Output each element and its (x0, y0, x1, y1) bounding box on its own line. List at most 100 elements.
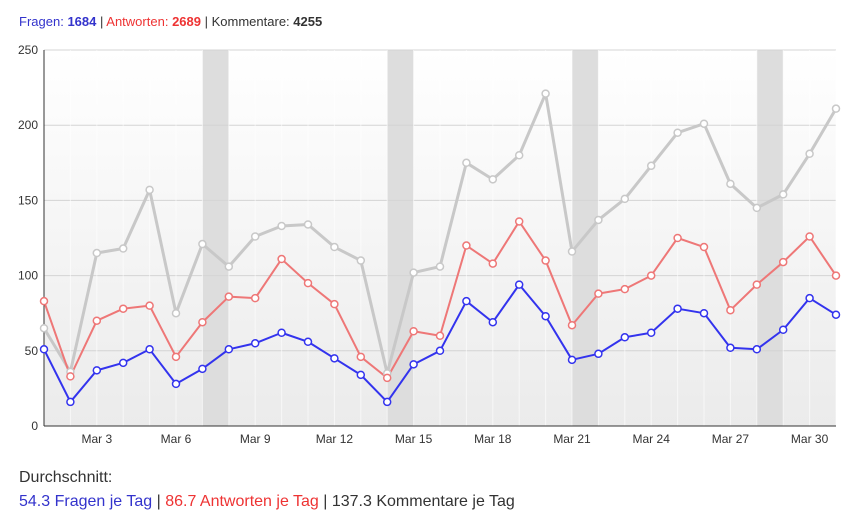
comments-data-point (673, 128, 682, 137)
questions-data-point (462, 296, 471, 306)
questions-data-point (356, 370, 366, 380)
answers-data-point (435, 331, 445, 341)
y-tick-label: 200 (18, 118, 38, 132)
questions-data-point (752, 345, 762, 354)
answers-data-point (646, 271, 656, 280)
answers-data-point (541, 256, 550, 265)
questions-data-point (805, 293, 814, 303)
questions-data-point (778, 325, 788, 334)
questions-data-point (620, 333, 630, 342)
questions-data-point (277, 328, 286, 338)
weekend-band (387, 50, 414, 426)
questions-data-point (409, 360, 418, 369)
comments-average: 137.3 Kommentare je Tag (331, 493, 515, 510)
answers-data-point (567, 320, 577, 330)
answers-data-point (462, 241, 471, 250)
comments-total-value: 4255 (293, 14, 323, 29)
questions-data-point (435, 346, 445, 356)
comments-data-point (646, 161, 656, 171)
y-tick-label: 0 (31, 419, 38, 433)
separator: | (323, 493, 328, 510)
questions-data-point (567, 355, 577, 365)
questions-data-point (514, 280, 524, 289)
comments-data-point (594, 215, 603, 225)
questions-data-point (145, 345, 154, 354)
x-tick-label: Mar 18 (474, 432, 512, 446)
questions-data-point (699, 308, 709, 318)
comments-data-point (726, 179, 735, 189)
x-tick-label: Mar 9 (240, 432, 271, 446)
questions-data-point (39, 345, 49, 354)
questions-data-point (594, 349, 603, 359)
activity-line-chart: 0 50 100 150 200 250 Mar 3 Mar 6 Mar 9 Mar 12 Mar … (18, 43, 841, 446)
comments-total-label: Kommentare: (211, 14, 290, 29)
comments-data-point (541, 89, 550, 98)
questions-data-point (250, 339, 260, 348)
comments-data-point (699, 119, 709, 128)
comments-data-point (250, 232, 260, 241)
x-tick-label: Mar 12 (316, 432, 354, 446)
comments-data-point (330, 242, 339, 252)
questions-data-point (831, 310, 841, 319)
comments-data-point (488, 175, 498, 184)
comments-data-point (39, 323, 49, 333)
answers-average: 86.7 Antworten je Tag (165, 493, 319, 510)
weekend-band (202, 50, 229, 426)
answers-total-label: Antworten: (106, 14, 169, 29)
comments-data-point (145, 185, 154, 195)
comments-data-point (567, 247, 577, 256)
x-tick-label: Mar 21 (553, 432, 591, 446)
questions-data-point (303, 337, 313, 347)
answers-data-point (171, 352, 181, 362)
comments-data-point (435, 262, 445, 271)
questions-data-point (726, 343, 735, 353)
questions-data-point (224, 345, 234, 354)
comments-data-point (277, 221, 286, 231)
comments-data-point (514, 151, 524, 160)
comments-data-point (805, 149, 814, 159)
answers-data-point (752, 280, 762, 289)
answers-data-point (66, 372, 75, 381)
y-tick-label: 100 (18, 269, 38, 283)
answers-data-point (39, 296, 49, 306)
answers-data-point (118, 304, 128, 313)
averages-summary: Durchschnitt: 54.3 Fragen je Tag | 86.7 … (19, 469, 515, 511)
comments-data-point (118, 244, 128, 253)
y-tick-label: 250 (18, 43, 38, 57)
separator: | (204, 14, 208, 29)
answers-data-point (356, 352, 366, 362)
averages-title: Durchschnitt: (19, 469, 113, 486)
answers-data-point (488, 259, 498, 268)
questions-total-label: Fragen: (19, 14, 64, 29)
totals-summary: Fragen: 1684 | Antworten: 2689 | Komment… (19, 14, 322, 29)
y-tick-label: 150 (18, 193, 38, 207)
comments-data-point (620, 194, 630, 204)
questions-data-point (646, 328, 656, 338)
questions-data-point (382, 397, 392, 407)
questions-data-point (488, 317, 498, 327)
questions-data-point (66, 397, 75, 407)
x-tick-label: Mar 6 (161, 432, 192, 446)
questions-data-point (198, 364, 207, 374)
answers-data-point (778, 257, 788, 267)
answers-data-point (330, 299, 339, 309)
questions-data-point (171, 379, 181, 389)
answers-data-point (145, 301, 154, 310)
answers-data-point (805, 232, 814, 241)
x-tick-label: Mar 3 (81, 432, 112, 446)
comments-data-point (224, 262, 234, 271)
comments-data-point (409, 268, 418, 277)
x-tick-label: Mar 27 (712, 432, 750, 446)
comments-data-point (356, 256, 366, 265)
x-tick-label: Mar 30 (791, 432, 829, 446)
comments-data-point (831, 104, 841, 113)
answers-data-point (831, 271, 841, 280)
comments-data-point (171, 308, 181, 318)
comments-data-point (198, 239, 207, 249)
x-tick-label: Mar 15 (395, 432, 433, 446)
answers-data-point (699, 242, 709, 252)
answers-total-value: 2689 (172, 14, 201, 29)
answers-data-point (594, 289, 603, 298)
weekend-band (756, 50, 784, 426)
answers-data-point (224, 292, 234, 301)
